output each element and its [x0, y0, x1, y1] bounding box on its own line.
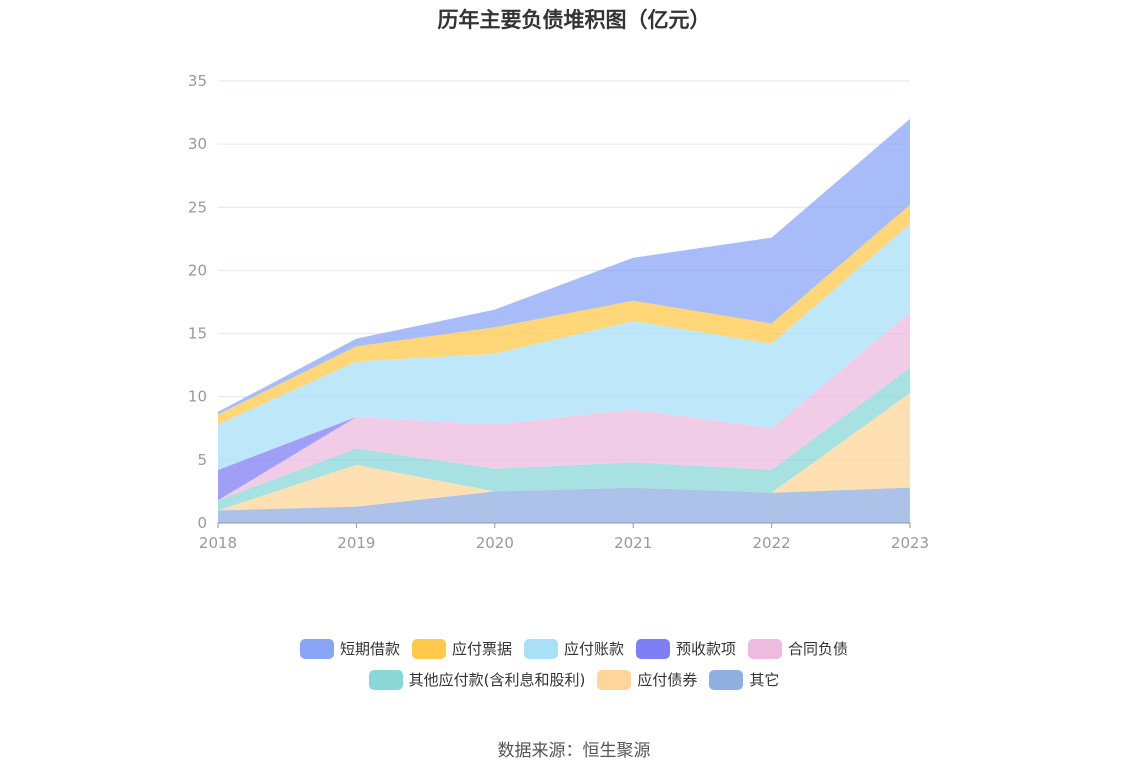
legend-swatch [597, 669, 632, 690]
area-series-7 [218, 118, 910, 415]
legend-swatch [709, 669, 744, 690]
area-series-1 [218, 392, 910, 511]
x-tick-label: 2022 [753, 534, 791, 552]
legend-row: 其他应付款(含利息和股利) 应付债券 其它 [0, 669, 1148, 690]
source-note: 数据来源：恒生聚源 [497, 741, 651, 761]
legend-item[interactable]: 预收款项 [636, 638, 736, 659]
legend-label: 其他应付款(含利息和股利) [408, 671, 586, 689]
stacked-areas [218, 118, 910, 523]
x-tick-label: 2023 [891, 534, 929, 552]
legend-swatch [636, 638, 670, 659]
legend: 短期借款 应付票据 应付账款 预收款项 合同负债其他应付款(含利息和股利) 应付债券 其它 [0, 638, 1148, 700]
legend-label: 合同负债 [788, 640, 849, 658]
x-tick-label: 2019 [337, 534, 375, 552]
y-tick-label: 30 [188, 135, 207, 153]
y-tick-label: 10 [188, 388, 207, 406]
legend-label: 应付账款 [563, 640, 624, 658]
legend-swatch [368, 669, 403, 690]
legend-swatch [299, 638, 334, 659]
legend-item[interactable]: 其他应付款(含利息和股利) [368, 669, 586, 690]
legend-label: 应付票据 [451, 640, 512, 658]
area-series-6 [218, 204, 910, 425]
area-series-2 [218, 367, 910, 511]
y-tick-label: 20 [188, 261, 207, 279]
legend-label: 其它 [749, 671, 780, 689]
area-series-3 [218, 312, 910, 501]
legend-swatch [411, 638, 446, 659]
legend-item[interactable]: 应付债券 [597, 669, 697, 690]
axes: 0 5 10 15 20 25 30 35 2018 2019 2020 2021 2022 2023 [188, 72, 929, 552]
y-tick-label: 5 [197, 451, 207, 469]
legend-item[interactable]: 合同负债 [748, 638, 848, 659]
x-tick-label: 2018 [199, 534, 237, 552]
legend-label: 预收款项 [676, 640, 737, 658]
y-tick-label: 15 [188, 325, 207, 343]
y-tick-label: 35 [188, 72, 207, 90]
legend-item[interactable]: 其它 [709, 669, 779, 690]
y-tick-label: 0 [197, 514, 207, 532]
legend-swatch [748, 638, 783, 659]
area-series-5 [218, 223, 910, 470]
x-tick-label: 2020 [476, 534, 514, 552]
legend-label: 应付债券 [637, 671, 698, 689]
legend-item[interactable]: 短期借款 [299, 638, 400, 659]
x-tick-label: 2021 [614, 534, 652, 552]
chart-title: 历年主要负债堆积图（亿元） [437, 8, 711, 32]
area-series-0 [218, 487, 910, 523]
legend-label: 短期借款 [339, 640, 400, 658]
legend-item[interactable]: 应付账款 [523, 638, 624, 659]
y-tick-label: 25 [188, 198, 207, 216]
legend-item[interactable]: 应付票据 [411, 638, 512, 659]
legend-row: 短期借款 应付票据 应付账款 预收款项 合同负债 [0, 638, 1148, 659]
legend-swatch [523, 638, 558, 659]
